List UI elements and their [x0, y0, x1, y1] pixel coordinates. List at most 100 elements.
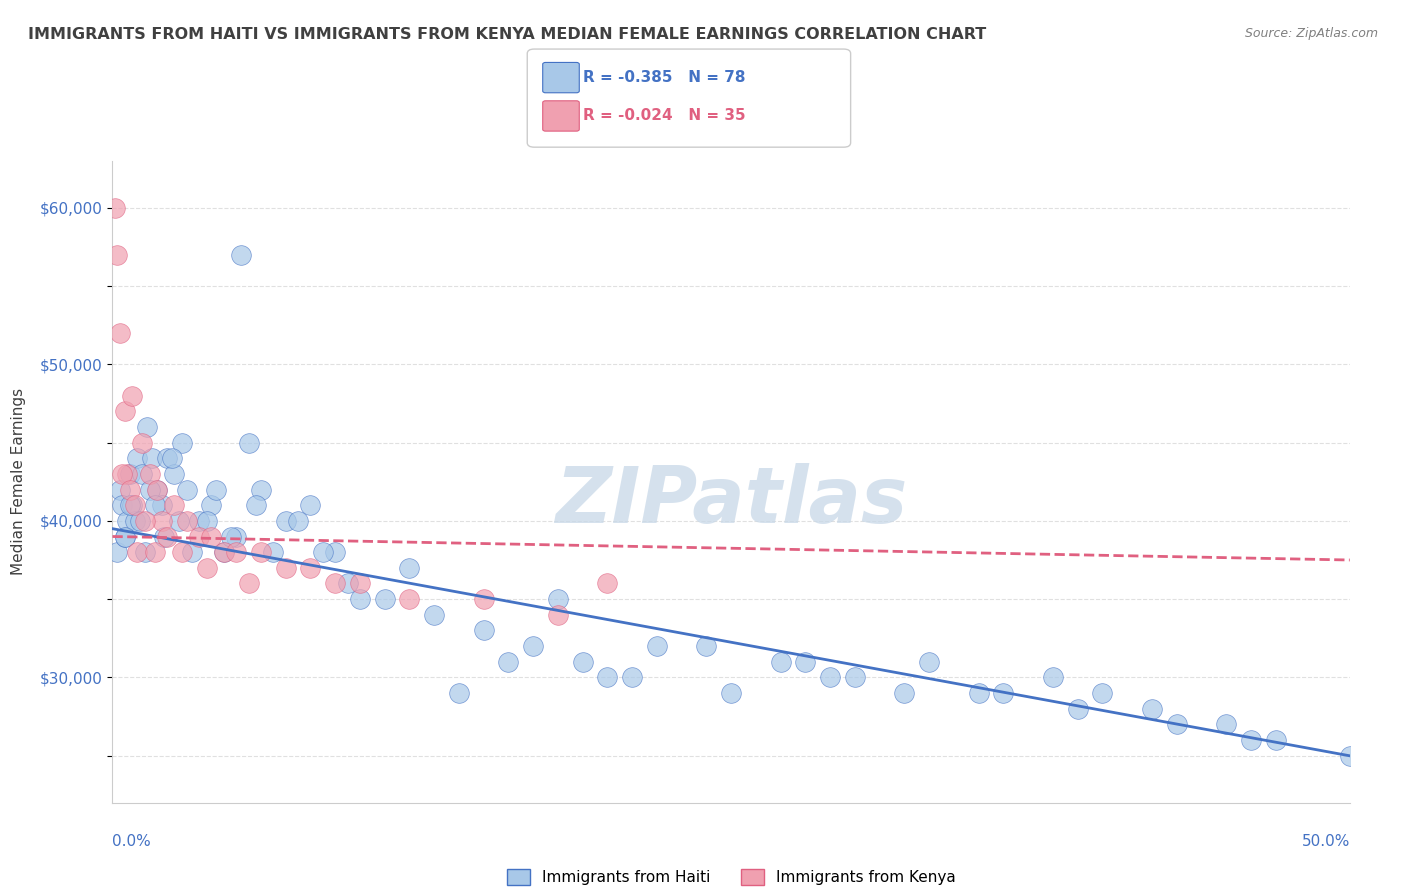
Point: [250, 483, 273, 497]
Point: [336, 576, 359, 591]
Point: [107, 545, 129, 559]
Point: [134, 514, 156, 528]
Point: [695, 639, 717, 653]
Point: [124, 514, 146, 528]
Text: IMMIGRANTS FROM HAITI VS IMMIGRANTS FROM KENYA MEDIAN FEMALE EARNINGS CORRELATIO: IMMIGRANTS FROM HAITI VS IMMIGRANTS FROM…: [28, 27, 987, 42]
Point: [225, 529, 247, 543]
Point: [323, 545, 346, 559]
Point: [349, 576, 371, 591]
Point: [205, 483, 228, 497]
Point: [170, 545, 193, 559]
Point: [299, 498, 322, 512]
Point: [274, 561, 297, 575]
Point: [596, 671, 619, 685]
Point: [128, 514, 150, 528]
Point: [596, 576, 619, 591]
Point: [127, 451, 149, 466]
Point: [212, 545, 235, 559]
Point: [136, 420, 159, 434]
Point: [114, 529, 136, 543]
Point: [1042, 671, 1064, 685]
Point: [108, 483, 131, 497]
Point: [107, 247, 129, 261]
Point: [472, 624, 495, 638]
Point: [621, 671, 644, 685]
Point: [893, 686, 915, 700]
Point: [118, 467, 141, 481]
Point: [176, 514, 198, 528]
Point: [312, 545, 335, 559]
Point: [200, 498, 222, 512]
Point: [993, 686, 1015, 700]
Point: [262, 545, 284, 559]
Point: [118, 483, 141, 497]
Point: [547, 607, 569, 622]
Point: [169, 514, 191, 528]
Point: [163, 498, 186, 512]
Point: [131, 435, 153, 450]
Point: [212, 545, 235, 559]
Point: [571, 655, 593, 669]
Point: [794, 655, 817, 669]
Point: [219, 529, 242, 543]
Point: [160, 451, 183, 466]
Point: [146, 483, 169, 497]
Text: ZIPatlas: ZIPatlas: [555, 463, 907, 539]
Point: [238, 576, 260, 591]
Point: [180, 545, 202, 559]
Point: [108, 326, 131, 340]
Point: [104, 201, 127, 215]
Point: [231, 247, 253, 261]
Point: [134, 545, 156, 559]
Legend: Immigrants from Haiti, Immigrants from Kenya: Immigrants from Haiti, Immigrants from K…: [501, 863, 962, 891]
Point: [146, 483, 169, 497]
Point: [238, 435, 260, 450]
Point: [547, 592, 569, 607]
Point: [245, 498, 267, 512]
Point: [124, 498, 146, 512]
Point: [349, 592, 371, 607]
Text: Source: ZipAtlas.com: Source: ZipAtlas.com: [1244, 27, 1378, 40]
Point: [131, 467, 153, 481]
Point: [188, 529, 211, 543]
Text: 50.0%: 50.0%: [1302, 834, 1350, 849]
Point: [447, 686, 470, 700]
Point: [138, 483, 160, 497]
Point: [645, 639, 668, 653]
Point: [720, 686, 742, 700]
Point: [195, 514, 218, 528]
Point: [1240, 733, 1263, 747]
Point: [287, 514, 309, 528]
Text: R = -0.385   N = 78: R = -0.385 N = 78: [583, 70, 747, 85]
Point: [143, 545, 166, 559]
Point: [374, 592, 396, 607]
Point: [818, 671, 841, 685]
Point: [274, 514, 297, 528]
Point: [1066, 702, 1088, 716]
Point: [195, 561, 218, 575]
Point: [498, 655, 520, 669]
Point: [163, 467, 186, 481]
Point: [156, 451, 179, 466]
Point: [188, 514, 211, 528]
Point: [1215, 717, 1237, 731]
Point: [1140, 702, 1163, 716]
Y-axis label: Median Female Earnings: Median Female Earnings: [11, 388, 25, 575]
Point: [117, 514, 139, 528]
Point: [114, 529, 136, 543]
Point: [121, 498, 143, 512]
Point: [844, 671, 866, 685]
Point: [1166, 717, 1188, 731]
Point: [967, 686, 990, 700]
Text: R = -0.024   N = 35: R = -0.024 N = 35: [583, 109, 747, 123]
Point: [111, 498, 134, 512]
Point: [150, 514, 173, 528]
Point: [127, 545, 149, 559]
Point: [121, 388, 143, 402]
Point: [225, 545, 247, 559]
Point: [153, 529, 176, 543]
Point: [200, 529, 222, 543]
Point: [423, 607, 446, 622]
Text: 0.0%: 0.0%: [112, 834, 152, 849]
Point: [299, 561, 322, 575]
